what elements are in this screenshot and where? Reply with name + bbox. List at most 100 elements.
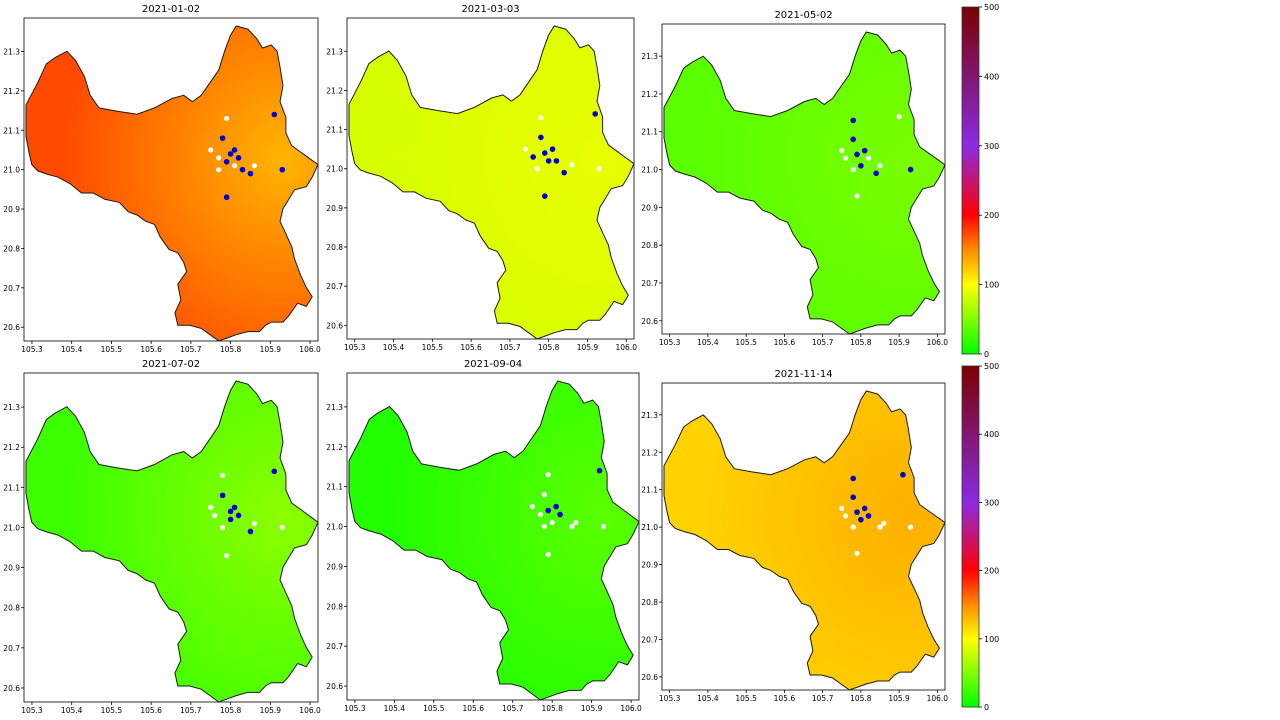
y-tick-label: 21.1 <box>3 483 20 492</box>
station-marker-blue <box>219 135 226 141</box>
x-tick-label: 105.7 <box>499 343 521 352</box>
x-tick-label: 105.9 <box>888 694 910 703</box>
y-tick-label: 20.7 <box>326 642 343 651</box>
station-marker-blue <box>541 193 548 199</box>
station-marker-blue <box>231 504 238 511</box>
station-marker-blue <box>227 516 234 523</box>
map-panel-4: 2021-07-02 105.3 105.4 105.5 105.6 105.7 105.8… <box>3 359 321 715</box>
x-tick-label: 105.8 <box>850 338 872 347</box>
station-marker-white <box>220 472 226 478</box>
colorbar-tick-label: 0 <box>984 703 989 712</box>
x-tick-label: 105.8 <box>541 704 563 713</box>
x-tick-label: 105.3 <box>659 338 681 347</box>
y-tick-label: 20.9 <box>326 562 343 571</box>
y-tick-label: 21.0 <box>326 523 343 532</box>
station-marker-blue <box>850 117 857 124</box>
y-tick-label: 21.1 <box>326 483 343 492</box>
y-tick-label: 20.9 <box>326 204 343 213</box>
station-marker-white <box>541 523 547 530</box>
station-marker-white <box>224 115 230 122</box>
station-marker-blue <box>219 492 226 499</box>
station-marker-white <box>541 492 547 498</box>
station-marker-white <box>850 524 856 530</box>
station-marker-blue <box>861 147 868 154</box>
station-marker-white <box>251 520 258 527</box>
colorbar-tick-label: 300 <box>984 142 999 151</box>
station-marker-blue <box>541 150 548 156</box>
station-marker-white <box>208 504 214 511</box>
station-marker-white <box>877 163 883 169</box>
x-tick-label: 105.7 <box>502 704 524 713</box>
station-marker-blue <box>858 162 864 169</box>
x-tick-label: 105.8 <box>220 706 242 715</box>
station-marker-white <box>231 163 238 169</box>
colorbar-tick-label: 200 <box>984 211 999 220</box>
y-tick-label: 20.7 <box>326 282 343 291</box>
colorbar-tick-label: 500 <box>984 362 999 371</box>
x-tick-label: 106.0 <box>927 338 949 347</box>
station-marker-blue <box>223 158 230 165</box>
station-marker-blue <box>545 507 552 514</box>
y-tick-label: 20.6 <box>641 673 658 682</box>
x-tick-label: 105.6 <box>140 345 162 354</box>
station-marker-white <box>854 193 860 199</box>
y-tick-label: 21.2 <box>3 443 20 452</box>
station-marker-blue <box>850 494 857 500</box>
station-marker-blue <box>538 134 544 141</box>
colorbar-1 <box>961 6 980 355</box>
station-marker-white <box>877 524 883 530</box>
station-marker-white <box>842 155 849 161</box>
station-marker-blue <box>854 151 860 158</box>
x-tick-label: 105.6 <box>463 704 485 713</box>
x-tick-label: 105.8 <box>220 345 242 354</box>
x-tick-label: 105.8 <box>850 694 872 703</box>
y-tick-label: 20.6 <box>3 323 20 332</box>
station-marker-blue <box>545 158 552 164</box>
hanoi-region-shape <box>25 25 319 342</box>
y-tick-label: 20.7 <box>641 635 658 644</box>
station-marker-blue <box>271 111 278 118</box>
y-tick-label: 20.9 <box>3 564 20 573</box>
y-tick-label: 21.3 <box>3 47 20 56</box>
x-tick-label: 106.0 <box>927 694 949 703</box>
x-tick-label: 105.9 <box>260 345 282 354</box>
map-title: 2021-11-14 <box>774 369 832 380</box>
y-tick-label: 21.0 <box>3 523 20 532</box>
station-marker-blue <box>530 154 536 160</box>
station-marker-blue <box>235 512 242 519</box>
y-tick-label: 20.8 <box>641 241 658 250</box>
x-tick-label: 105.4 <box>697 338 719 347</box>
x-tick-label: 105.6 <box>774 338 796 347</box>
x-tick-label: 105.5 <box>735 694 757 703</box>
station-marker-white <box>839 148 845 154</box>
station-marker-white <box>569 523 575 530</box>
y-tick-label: 20.9 <box>3 205 20 214</box>
map-panel-1: 2021-01-02 105.3 105.4 105.5 105.6 105.7 105.8… <box>3 4 321 354</box>
station-marker-white <box>216 155 222 161</box>
x-tick-label: 105.5 <box>423 704 445 713</box>
station-marker-white <box>573 519 579 526</box>
station-marker-white <box>251 163 258 169</box>
station-marker-blue <box>271 468 278 475</box>
y-tick-label: 21.2 <box>641 90 658 99</box>
y-tick-label: 20.8 <box>326 243 343 252</box>
y-tick-label: 21.0 <box>326 165 343 174</box>
y-tick-label: 21.0 <box>641 166 658 175</box>
y-tick-label: 20.7 <box>3 644 20 653</box>
y-tick-label: 21.1 <box>3 126 20 135</box>
station-marker-white <box>522 146 529 152</box>
x-tick-label: 105.6 <box>774 694 796 703</box>
station-marker-white <box>850 166 856 173</box>
station-marker-blue <box>235 155 242 161</box>
map-title: 2021-09-04 <box>464 359 522 370</box>
x-tick-label: 105.7 <box>180 706 202 715</box>
station-marker-white <box>549 519 555 526</box>
x-tick-label: 105.9 <box>260 706 282 715</box>
station-marker-blue <box>227 508 234 515</box>
hanoi-region-shape <box>663 31 946 335</box>
colorbar-tick-label: 500 <box>984 3 999 12</box>
x-tick-label: 105.3 <box>21 345 43 354</box>
station-marker-blue <box>596 467 603 474</box>
x-tick-label: 105.4 <box>384 704 406 713</box>
station-marker-blue <box>553 503 559 510</box>
